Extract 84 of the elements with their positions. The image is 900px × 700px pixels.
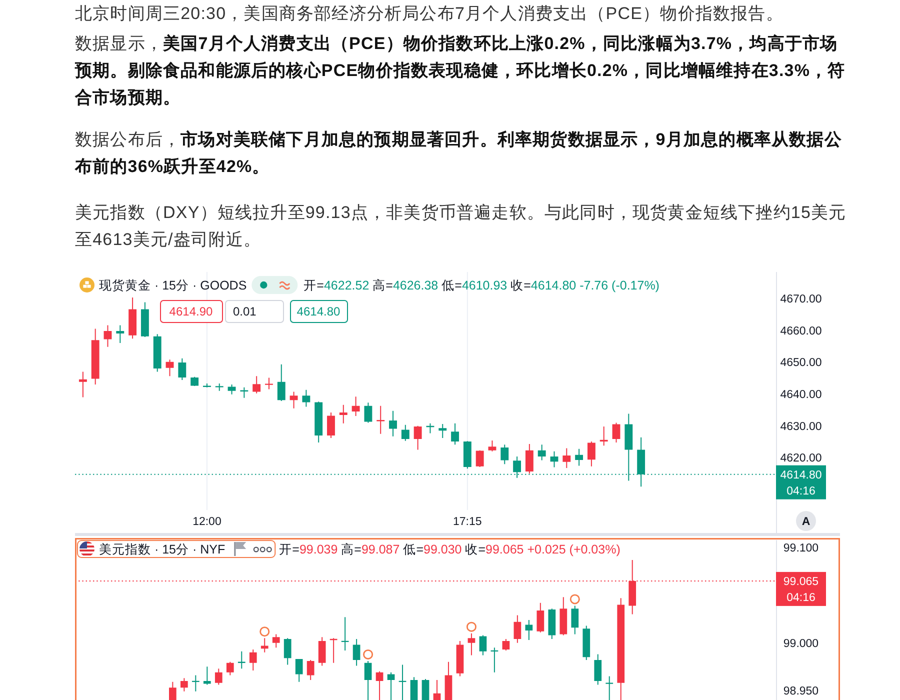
candlestick (272, 634, 280, 648)
chart-title: 美元指数 · 15分 · NYF (99, 541, 226, 556)
candlestick (128, 297, 137, 339)
candlestick (252, 376, 261, 394)
candlestick (451, 423, 459, 445)
candlestick (169, 682, 176, 700)
candlestick (571, 606, 579, 634)
candlestick (575, 448, 584, 466)
candlestick (560, 597, 568, 636)
candlestick (500, 444, 509, 464)
candlestick (318, 637, 326, 666)
candlestick (265, 378, 273, 390)
annotation: 4614.90 (169, 304, 214, 318)
candlestick (215, 384, 224, 391)
text: 04:16 (786, 485, 816, 498)
candlestick (116, 325, 124, 344)
candlestick (398, 664, 406, 700)
candlestick (226, 662, 234, 676)
candlestick (617, 598, 625, 700)
text: 数据公布后，市场对美联储下月加息的预期显著回升。利率期货数据显示，9月加息的概率从数据公布前的36%跃升至42%。 (75, 130, 842, 176)
ref-line-label: 99.065 (783, 576, 819, 588)
candlestick (536, 602, 544, 632)
candlestick (314, 402, 323, 442)
candlestick (295, 659, 303, 682)
text: A (802, 516, 810, 528)
y-tick-label: 4630.00 (780, 420, 822, 433)
y-tick-label: 4650.00 (780, 357, 822, 370)
text: 北京时间周三20:30，美国商务部经济分析局公布7月个人消费支出（PCE）物价指数报告。 (75, 4, 784, 23)
candlestick (203, 666, 211, 685)
text: 美元指数（DXY）短线拉升至99.13点，非美货币普遍走软。与此同时，现货黄金短线下挫约15美元至4613美元/盎司附近。 (75, 203, 846, 249)
candlestick (339, 404, 348, 424)
candlestick (401, 424, 410, 441)
x-tick-label: 12:00 (192, 516, 222, 528)
annotation: 4614.80 (296, 304, 341, 318)
candlestick (376, 406, 385, 434)
candlestick (228, 384, 236, 394)
candlestick (78, 372, 87, 398)
y-tick-label: 99.000 (783, 638, 819, 650)
text: 04:16 (786, 592, 816, 604)
candlestick (600, 426, 608, 446)
candlestick (260, 638, 268, 652)
candlestick (463, 441, 472, 469)
candlestick (330, 638, 338, 663)
x-tick-label: 17:15 (453, 516, 482, 528)
y-tick-label: 4660.00 (780, 325, 822, 338)
candlestick (238, 651, 246, 669)
candlestick (606, 676, 614, 700)
candlestick (302, 390, 310, 407)
y-tick-label: 4620.00 (780, 452, 822, 465)
chart-subtitle: 开=99.039 高=99.087 低=99.030 收=99.065 +0.025 (+0.03%) (279, 541, 620, 556)
candlestick (214, 668, 222, 685)
candlestick (277, 364, 286, 402)
candlestick (468, 633, 476, 656)
y-tick-label: 4640.00 (780, 389, 822, 402)
candlestick (341, 617, 349, 650)
candlestick (438, 424, 447, 438)
ref-line-label: 4614.80 (780, 469, 822, 482)
candlestick (562, 448, 571, 468)
candlestick (538, 444, 546, 460)
annotation: 0.01 (233, 304, 257, 318)
candlestick (192, 675, 200, 692)
candlestick (249, 650, 257, 670)
chart-subtitle: 开=4622.52 高=4626.38 低=4610.93 收=4614.80 -7.76 (-0.17%) (304, 277, 660, 292)
candlestick (91, 328, 100, 384)
y-tick-label: 4670.00 (780, 293, 822, 306)
candlestick (594, 654, 602, 685)
candlestick (476, 450, 484, 467)
candlestick (525, 444, 534, 474)
candlestick (582, 626, 590, 660)
chart-title: 现货黄金 · 15分 · GOODS (99, 278, 247, 292)
candlestick (284, 638, 292, 665)
candlestick (240, 387, 248, 398)
candlestick (327, 412, 335, 438)
y-tick-label: 99.100 (783, 542, 819, 555)
candlestick (525, 620, 533, 640)
candlestick (414, 426, 422, 450)
candlestick (178, 358, 186, 380)
y-tick-label: 98.950 (783, 685, 819, 698)
candlestick (490, 648, 498, 672)
candlestick (488, 440, 496, 452)
text: 数据显示，美国7月个人消费支出（PCE）物价指数环比上涨0.2%，同比涨幅为3.7%，均高于市场预期。剔除食品和能源后的核心PCE物价指数表现稳健，环比增长0.2%，同比增幅维持在3.3%，符合市场预期。 (75, 34, 846, 107)
candlestick (389, 410, 397, 436)
candlestick (180, 678, 188, 692)
candlestick (290, 392, 298, 408)
